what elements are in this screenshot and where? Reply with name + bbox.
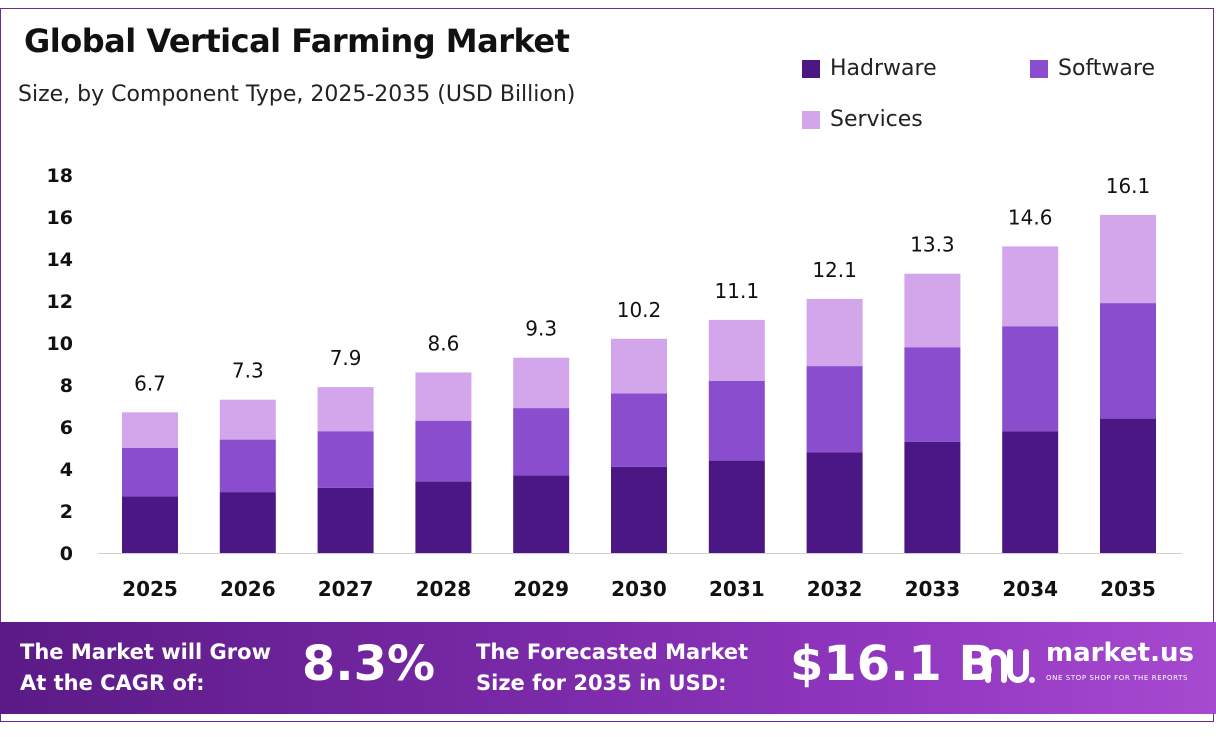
bar-segment-services [708, 319, 765, 381]
logo-tagline: ONE STOP SHOP FOR THE REPORTS [1046, 674, 1189, 682]
cagr-value: 8.3% [302, 636, 436, 692]
cagr-label-line2: At the CAGR of: [20, 671, 205, 695]
bar-segment-services [513, 357, 570, 409]
bar-segment-hadrware [1100, 418, 1156, 553]
bar-segment-services [122, 412, 178, 448]
summary-banner: The Market will Grow At the CAGR of: 8.3… [0, 622, 1216, 714]
bar-segment-hadrware [415, 481, 472, 553]
x-tick-label: 2033 [905, 577, 961, 601]
bar-segment-software [219, 439, 276, 493]
legend-swatch-software [1030, 59, 1048, 78]
x-tick-label: 2029 [513, 577, 569, 601]
bar-segment-services [806, 298, 863, 367]
y-tick-label: 14 [47, 249, 73, 271]
legend-item-software: Software [1030, 56, 1155, 81]
bar-segment-hadrware [1002, 431, 1059, 553]
x-tick-label: 2035 [1100, 577, 1156, 601]
bar-segment-hadrware [122, 496, 178, 553]
bar-segment-software [806, 366, 863, 453]
x-tick-label: 2026 [220, 577, 276, 601]
bar-segment-software [611, 393, 667, 467]
chart-subtitle: Size, by Component Type, 2025-2035 (USD … [18, 82, 576, 107]
legend-label-software: Software [1058, 56, 1155, 81]
bar-segment-software [317, 431, 374, 488]
cagr-label: The Market will Grow At the CAGR of: [20, 637, 271, 699]
x-tick-label: 2031 [709, 577, 765, 601]
forecast-label-line1: The Forecasted Market [476, 640, 749, 664]
bar-segment-software [708, 380, 765, 461]
legend-item-services: Services [802, 107, 923, 132]
bar-segment-services [611, 338, 667, 394]
bar-segment-services [219, 399, 276, 440]
y-tick-label: 10 [47, 333, 73, 355]
bar-total-label: 12.1 [812, 258, 857, 282]
y-tick-label: 8 [60, 375, 73, 397]
bar-segment-software [904, 347, 961, 442]
bar-total-label: 16.1 [1106, 174, 1151, 198]
bar-segment-hadrware [806, 452, 863, 553]
chart-title: Global Vertical Farming Market [24, 22, 570, 60]
legend-item-hardware: Hadrware [802, 56, 937, 81]
x-tick-label: 2034 [1002, 577, 1058, 601]
forecast-label-line2: Size for 2035 in USD: [476, 671, 727, 695]
bar-segment-software [122, 448, 178, 497]
bar-segment-services [415, 372, 472, 421]
bar-segment-services [904, 273, 961, 348]
bar-total-label: 7.9 [330, 346, 362, 370]
legend-label-hardware: Hadrware [830, 56, 937, 81]
bar-total-label: 11.1 [715, 279, 760, 303]
legend-swatch-services [802, 110, 820, 129]
x-tick-label: 2028 [416, 577, 472, 601]
bar-segment-software [1002, 326, 1059, 432]
bar-total-label: 9.3 [525, 317, 557, 341]
legend-label-services: Services [830, 107, 923, 132]
x-tick-label: 2027 [318, 577, 374, 601]
forecast-value: $16.1 B [790, 636, 996, 692]
bar-segment-hadrware [611, 466, 667, 553]
bar-total-label: 7.3 [232, 359, 264, 383]
logo-name: market.us [1046, 638, 1194, 668]
bar-total-label: 14.6 [1008, 205, 1053, 229]
bar-total-label: 6.7 [134, 371, 166, 395]
bar-total-label: 13.3 [910, 233, 955, 257]
y-tick-label: 12 [47, 291, 73, 313]
y-tick-label: 16 [47, 207, 73, 229]
x-tick-label: 2025 [122, 577, 178, 601]
bar-segment-services [317, 387, 374, 432]
bar-segment-services [1100, 214, 1156, 304]
bar-segment-hadrware [513, 475, 570, 553]
y-tick-label: 0 [60, 543, 73, 565]
cagr-label-line1: The Market will Grow [20, 640, 271, 664]
bar-segment-hadrware [904, 441, 961, 553]
bar-total-label: 10.2 [617, 298, 662, 322]
y-tick-label: 2 [60, 501, 73, 523]
forecast-label: The Forecasted Market Size for 2035 in U… [476, 637, 748, 699]
bar-segment-services [1002, 246, 1059, 327]
bar-segment-hadrware [219, 492, 276, 553]
y-tick-label: 6 [60, 417, 73, 439]
bar-segment-software [415, 420, 472, 482]
x-tick-label: 2030 [611, 577, 667, 601]
market-us-logo-icon [985, 649, 1035, 683]
bar-segment-hadrware [317, 487, 374, 553]
x-tick-label: 2032 [807, 577, 863, 601]
bar-segment-software [513, 408, 570, 476]
y-tick-label: 18 [47, 165, 73, 187]
bar-segment-hadrware [708, 460, 765, 553]
stacked-bar-chart: 0 2 4 6 8 10 12 14 16 18 6.7 2025 7.3 2026 7.9 2027 8.6 2… [47, 165, 1182, 601]
bar-total-label: 8.6 [427, 331, 459, 355]
y-tick-label: 4 [60, 459, 73, 481]
bar-segment-software [1100, 303, 1156, 419]
legend-swatch-hardware [802, 59, 820, 78]
